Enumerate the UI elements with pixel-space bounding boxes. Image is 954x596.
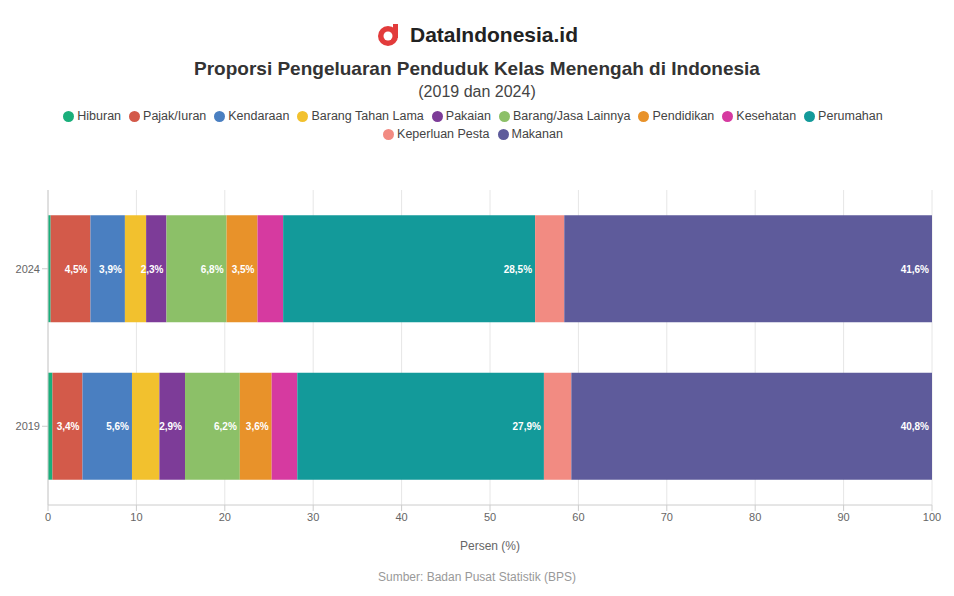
- html-text:Pendidikan: Pendidikan: [652, 109, 715, 123]
- svg-text:3,5%: 3,5%: [232, 264, 255, 275]
- html-text:Makanan: Makanan: [511, 127, 563, 141]
- html-text:(2019 dan 2024): (2019 dan 2024): [418, 83, 536, 100]
- svg-text:0: 0: [45, 511, 51, 523]
- svg-text:20: 20: [219, 511, 231, 523]
- svg-text:60: 60: [572, 511, 584, 523]
- svg-text:3,4%: 3,4%: [57, 421, 80, 432]
- html-text:Hiburan: Hiburan: [77, 109, 121, 123]
- html-text:Kendaraan: Kendaraan: [228, 109, 290, 123]
- html-text:Pajak/Iuran: Pajak/Iuran: [143, 109, 207, 123]
- svg-text:2,9%: 2,9%: [159, 421, 182, 432]
- html-text:Perumahan: Perumahan: [818, 109, 883, 123]
- svg-text:90: 90: [837, 511, 849, 523]
- svg-text:4,5%: 4,5%: [65, 264, 88, 275]
- html-text:DataIndonesia.id: DataIndonesia.id: [410, 23, 578, 46]
- html-text:Sumber: Badan Pusat Statistik: Sumber: Badan Pusat Statistik (BPS): [378, 570, 576, 584]
- svg-text:3,9%: 3,9%: [99, 264, 122, 275]
- svg-text:2024: 2024: [16, 263, 40, 275]
- svg-text:Persen (%): Persen (%): [460, 539, 520, 553]
- svg-text:70: 70: [661, 511, 673, 523]
- svg-text:6,2%: 6,2%: [214, 421, 237, 432]
- html-text:Barang/Jasa Lainnya: Barang/Jasa Lainnya: [513, 109, 631, 123]
- svg-text:40,8%: 40,8%: [901, 421, 929, 432]
- svg-text:50: 50: [484, 511, 496, 523]
- svg-text:2019: 2019: [16, 420, 40, 432]
- html-text:Kesehatan: Kesehatan: [736, 109, 797, 123]
- svg-text:3,6%: 3,6%: [246, 421, 269, 432]
- svg-text:80: 80: [749, 511, 761, 523]
- svg-text:41,6%: 41,6%: [901, 264, 929, 275]
- svg-text:28,5%: 28,5%: [504, 264, 532, 275]
- svg-text:10: 10: [130, 511, 142, 523]
- svg-text:40: 40: [395, 511, 407, 523]
- html-text:Pakaian: Pakaian: [445, 109, 491, 123]
- svg-text:5,6%: 5,6%: [106, 421, 129, 432]
- svg-text:6,8%: 6,8%: [201, 264, 224, 275]
- svg-text:2,3%: 2,3%: [141, 264, 164, 275]
- html-text:Proporsi Pengeluaran Penduduk: Proporsi Pengeluaran Penduduk Kelas Mene…: [194, 58, 760, 79]
- svg-text:30: 30: [307, 511, 319, 523]
- svg-text:100: 100: [923, 511, 941, 523]
- svg-text:27,9%: 27,9%: [513, 421, 541, 432]
- html-text:Barang Tahan Lama: Barang Tahan Lama: [311, 109, 424, 123]
- html-text:Keperluan Pesta: Keperluan Pesta: [397, 127, 490, 141]
